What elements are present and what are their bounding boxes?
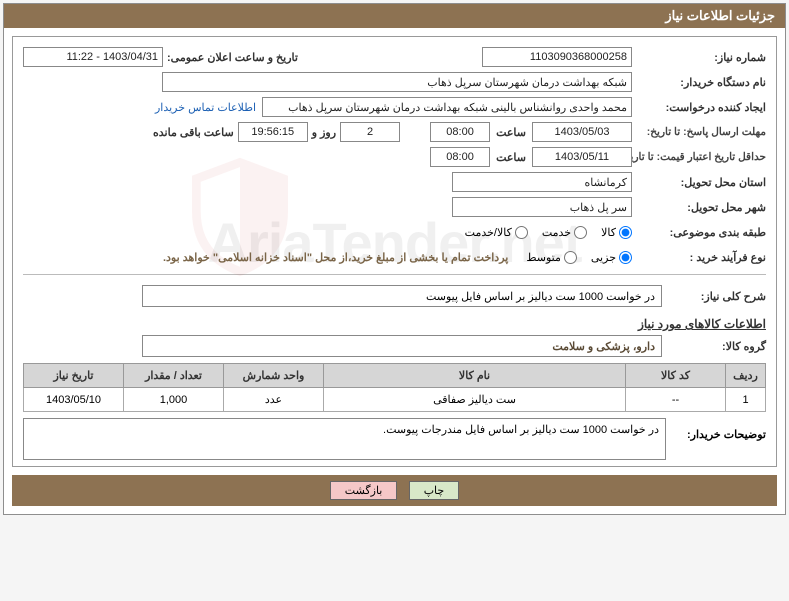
panel-title: جزئیات اطلاعات نیاز [4,4,785,28]
announce-date-label: تاریخ و ساعت اعلان عمومی: [167,51,298,64]
requester-value: محمد واحدی روانشناس بالینی شبکه بهداشت د… [262,97,632,117]
deadline-date: 1403/05/03 [532,122,632,142]
th-date: تاریخ نیاز [24,364,124,388]
need-number-value: 1103090368000258 [482,47,632,67]
deadline-days: 2 [340,122,400,142]
cell-code: -- [626,388,726,412]
province-value: کرمانشاه [452,172,632,192]
process-radio-group: جزیی متوسط [526,251,632,264]
process-radio-0[interactable] [619,251,632,264]
deadline-hour-label: ساعت [496,126,526,139]
cell-unit: عدد [224,388,324,412]
th-unit: واحد شمارش [224,364,324,388]
process-option-0[interactable]: جزیی [591,251,632,264]
requester-label: ایجاد کننده درخواست: [636,101,766,114]
back-button[interactable]: بازگشت [330,481,398,500]
validity-hour-label: ساعت [496,151,526,164]
footer-bar: چاپ بازگشت [12,475,777,506]
deadline-countdown: 19:56:15 [238,122,308,142]
deadline-days-label: روز و [312,126,336,139]
classification-option-1[interactable]: خدمت [542,226,587,239]
content-area: AriaTender.net شماره نیاز: 1103090368000… [12,36,777,467]
buyer-org-value: شبکه بهداشت درمان شهرستان سرپل ذهاب [162,72,632,92]
classification-option-2[interactable]: کالا/خدمت [465,226,528,239]
need-number-label: شماره نیاز: [636,51,766,64]
announce-date-value: 1403/04/31 - 11:22 [23,47,163,67]
th-name: نام کالا [324,364,626,388]
th-index: ردیف [726,364,766,388]
summary-label: شرح کلی نیاز: [666,290,766,303]
divider-1 [23,274,766,275]
group-value: دارو، پزشکی و سلامت [142,335,662,357]
cell-index: 1 [726,388,766,412]
buyer-notes-area: توضیحات خریدار: در خواست 1000 ست دیالیز … [23,418,766,460]
th-code: کد کالا [626,364,726,388]
group-label: گروه کالا: [666,340,766,353]
city-value: سر پل ذهاب [452,197,632,217]
contact-buyer-link[interactable]: اطلاعات تماس خریدار [155,101,256,114]
cell-name: ست دیالیز صفاقی [324,388,626,412]
print-button[interactable]: چاپ [409,481,460,500]
th-qty: تعداد / مقدار [124,364,224,388]
process-label: نوع فرآیند خرید : [636,251,766,264]
classification-radio-1[interactable] [574,226,587,239]
main-panel: جزئیات اطلاعات نیاز AriaTender.net شماره… [3,3,786,515]
items-section-title: اطلاعات کالاهای مورد نیاز [23,317,766,331]
buyer-notes-value: در خواست 1000 ست دیالیز بر اساس فایل مند… [23,418,666,460]
deadline-hour: 08:00 [430,122,490,142]
process-option-1[interactable]: متوسط [526,251,577,264]
deadline-remain-label: ساعت باقی مانده [153,126,234,139]
cell-qty: 1,000 [124,388,224,412]
validity-hour: 08:00 [430,147,490,167]
summary-value: در خواست 1000 ست دیالیز بر اساس فایل پیو… [142,285,662,307]
city-label: شهر محل تحویل: [636,201,766,214]
validity-date: 1403/05/11 [532,147,632,167]
deadline-label: مهلت ارسال پاسخ: تا تاریخ: [636,126,766,138]
classification-option-0[interactable]: کالا [601,226,632,239]
payment-note: پرداخت تمام یا بخشی از مبلغ خرید،از محل … [163,251,508,264]
buyer-notes-label: توضیحات خریدار: [666,418,766,460]
classification-radio-group: کالا خدمت کالا/خدمت [465,226,632,239]
classification-radio-0[interactable] [619,226,632,239]
table-row: 1 -- ست دیالیز صفاقی عدد 1,000 1403/05/1… [24,388,766,412]
cell-date: 1403/05/10 [24,388,124,412]
process-radio-1[interactable] [564,251,577,264]
table-header-row: ردیف کد کالا نام کالا واحد شمارش تعداد /… [24,364,766,388]
validity-label: حداقل تاریخ اعتبار قیمت: تا تاریخ: [636,151,766,163]
items-table: ردیف کد کالا نام کالا واحد شمارش تعداد /… [23,363,766,412]
buyer-org-label: نام دستگاه خریدار: [636,76,766,89]
province-label: استان محل تحویل: [636,176,766,189]
classification-label: طبقه بندی موضوعی: [636,226,766,239]
classification-radio-2[interactable] [515,226,528,239]
